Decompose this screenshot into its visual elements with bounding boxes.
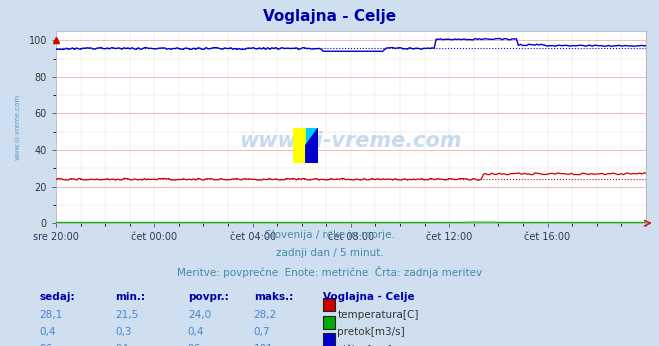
Text: temperatura[C]: temperatura[C] [337, 310, 419, 320]
Text: 28,1: 28,1 [40, 310, 63, 320]
Text: 0,3: 0,3 [115, 327, 132, 337]
Text: 96: 96 [188, 344, 201, 346]
Text: www.si-vreme.com: www.si-vreme.com [240, 130, 462, 151]
Text: povpr.:: povpr.: [188, 292, 229, 302]
Text: 28,2: 28,2 [254, 310, 277, 320]
Polygon shape [306, 128, 318, 163]
Text: sedaj:: sedaj: [40, 292, 75, 302]
Text: zadnji dan / 5 minut.: zadnji dan / 5 minut. [275, 248, 384, 258]
Text: pretok[m3/s]: pretok[m3/s] [337, 327, 405, 337]
Text: maks.:: maks.: [254, 292, 293, 302]
Text: 24,0: 24,0 [188, 310, 211, 320]
Text: www.si-vreme.com: www.si-vreme.com [14, 94, 20, 160]
Text: 96: 96 [40, 344, 53, 346]
Text: 101: 101 [254, 344, 273, 346]
Polygon shape [306, 128, 318, 145]
Text: Voglajna - Celje: Voglajna - Celje [323, 292, 415, 302]
Text: 94: 94 [115, 344, 129, 346]
Text: 0,4: 0,4 [188, 327, 204, 337]
Text: višina[cm]: višina[cm] [337, 344, 392, 346]
Text: 0,7: 0,7 [254, 327, 270, 337]
Text: 21,5: 21,5 [115, 310, 138, 320]
Text: 0,4: 0,4 [40, 327, 56, 337]
Text: Voglajna - Celje: Voglajna - Celje [263, 9, 396, 24]
Text: min.:: min.: [115, 292, 146, 302]
Text: Slovenija / reke in morje.: Slovenija / reke in morje. [264, 230, 395, 240]
Polygon shape [293, 128, 306, 163]
Text: Meritve: povprečne  Enote: metrične  Črta: zadnja meritev: Meritve: povprečne Enote: metrične Črta:… [177, 266, 482, 278]
